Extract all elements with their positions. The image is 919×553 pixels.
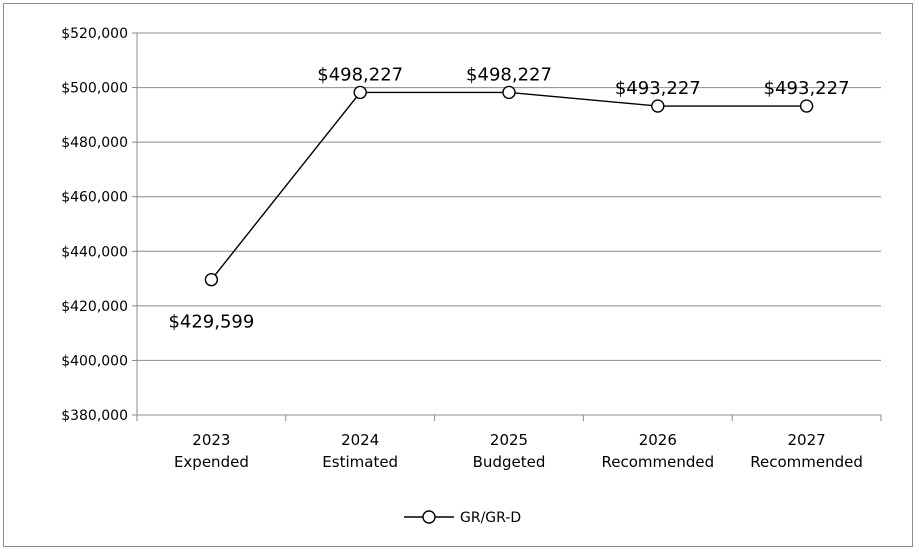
- x-tick-label-line: Budgeted: [473, 453, 546, 471]
- y-tick-label: $480,000: [61, 135, 128, 151]
- x-tick-label-line: Expended: [174, 453, 249, 471]
- data-point: [799, 99, 814, 113]
- legend-label: GR/GR-D: [460, 510, 521, 526]
- data-point: [204, 272, 219, 287]
- data-point: [353, 85, 367, 100]
- legend-marker: [422, 510, 436, 524]
- data-label: $493,227: [615, 78, 701, 99]
- data-label: $498,227: [317, 64, 403, 85]
- x-tick-label: 2024 Estimated: [322, 431, 398, 471]
- data-point: [502, 85, 516, 100]
- legend: GR/GR-D: [404, 510, 521, 526]
- y-tick-label: $520,000: [61, 26, 128, 42]
- y-tick-label: $460,000: [61, 190, 128, 206]
- data-labels: $429,599 $498,227 $498,227 $493,227 $493,227: [168, 64, 849, 332]
- series-group: [204, 85, 814, 287]
- x-tick-label-line: Estimated: [322, 453, 398, 471]
- y-tick-label: $500,000: [61, 81, 128, 97]
- y-tick-label: $380,000: [61, 408, 128, 424]
- y-tick-label: $440,000: [61, 244, 128, 260]
- data-label: $498,227: [466, 64, 552, 85]
- x-tick-label-line: 2025: [490, 431, 528, 449]
- x-tick-label-line: Recommended: [750, 453, 863, 471]
- data-label: $493,227: [764, 78, 850, 99]
- data-label: $429,599: [168, 312, 254, 333]
- x-tick-label-line: 2026: [639, 431, 677, 449]
- x-tick-label-line: 2024: [341, 431, 379, 449]
- x-tick-label-line: Recommended: [601, 453, 714, 471]
- data-point: [651, 99, 665, 113]
- x-tick-label-line: 2027: [788, 431, 826, 449]
- x-tick-label: 2025 Budgeted: [473, 431, 546, 471]
- axes: [132, 32, 882, 421]
- chart-frame: [3, 3, 913, 547]
- y-tick-label: $400,000: [61, 353, 128, 369]
- y-tick-labels: $380,000 $400,000 $420,000 $440,000 $460,000…: [61, 26, 128, 424]
- x-tick-label: 2027 Recommended: [750, 431, 863, 471]
- x-tick-label: 2026 Recommended: [601, 431, 714, 471]
- x-tick-label: 2023 Expended: [174, 431, 249, 471]
- y-tick-label: $420,000: [61, 299, 128, 315]
- x-tick-label-line: 2023: [192, 431, 230, 449]
